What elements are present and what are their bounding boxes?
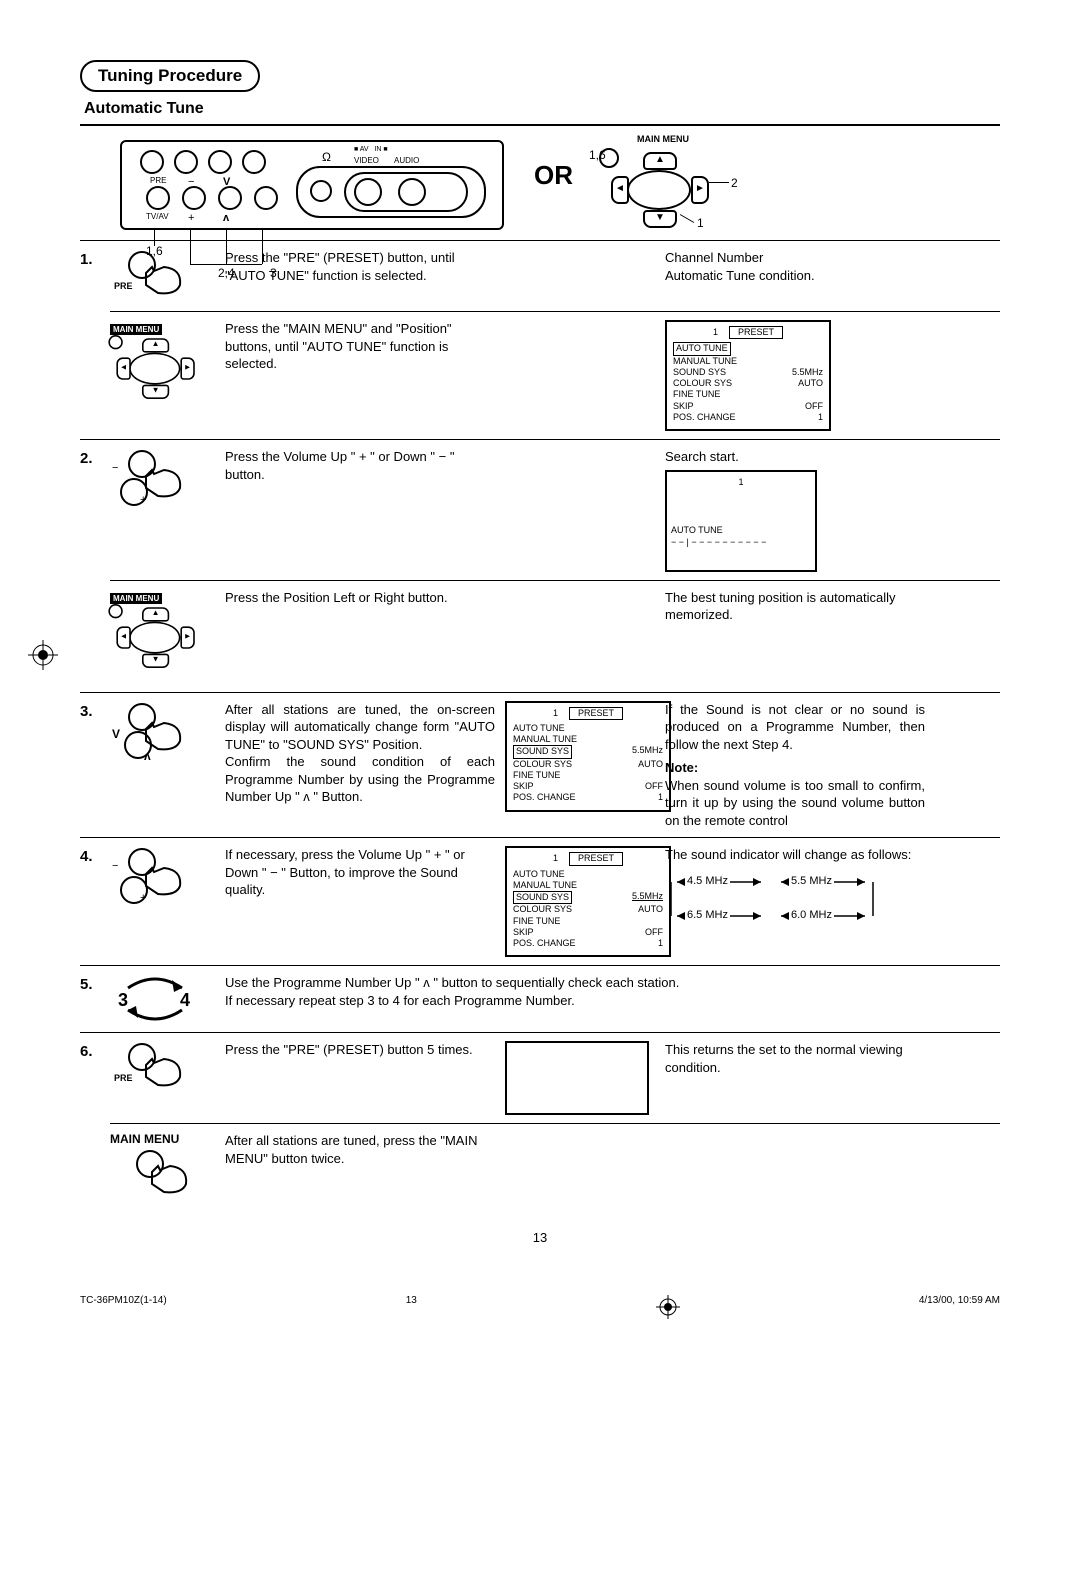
mainmenu-label: MAIN MENU [110,1132,225,1146]
press-icon [110,1148,190,1202]
menu-box: 1 PRESET AUTO TUNE MANUAL TUNE SOUND SYS… [505,846,671,957]
blank-box [505,1041,649,1115]
registration-mark [28,640,58,673]
ohm-icon: Ω [322,150,331,164]
video-label: VIDEO [354,156,379,165]
nav-left-button: ◄ [611,176,629,204]
divider [80,124,1000,126]
footer-date: 4/13/00, 10:59 AM [919,1295,1000,1319]
step-2: 2. − + Press the Volume Up " + " or Down… [80,440,1000,580]
step-number: 1. [80,249,110,303]
search-box: 1 AUTO TUNE − − | − − − − − − − − − − [665,470,817,572]
menu-box: 1 PRESET AUTO TUNE MANUAL TUNE SOUND SYS… [505,701,671,812]
ref-2-4: 2,4 [218,266,235,280]
remote-panel: Ω ■ AV IN ■ VIDEO AUDIO PRE − V TV/AV + … [120,140,504,230]
step-3: 3. V ʌ After all stations are tuned, the… [80,693,1000,838]
loop-icon: 3 4 [110,974,200,1024]
mainmenu-label: MAIN MENU [637,134,689,144]
page-number: 13 [80,1230,1000,1245]
ref-1: 1 [697,216,704,230]
footer-page: 13 [406,1295,417,1319]
pre-label: PRE [150,176,166,185]
nav-up-button: ▲ [643,152,677,170]
ref-2: 2 [731,176,738,190]
step-6: 6. PRE Press the "PRE" (PRESET) button 5… [80,1033,1000,1123]
press-icon: − + [110,846,190,900]
menu-box: 1 PRESET AUTO TUNE MANUAL TUNE SOUND SYS… [665,320,831,431]
tvav-label: TV/AV [146,212,169,221]
step-6b: MAIN MENU After all stations are tuned, … [80,1124,1000,1210]
footer: TC-36PM10Z(1-14) 13 4/13/00, 10:59 AM [80,1295,1000,1319]
press-icon: − + [110,448,190,502]
ref-3: 3 [270,266,277,280]
page-title: Tuning Procedure [80,60,260,92]
nav-down-button: ▼ [643,210,677,228]
nav-pad-icon: ▲▼ ◄► [110,335,198,399]
note-heading: Note: [665,759,925,777]
or-label: OR [534,160,573,191]
top-diagram: Ω ■ AV IN ■ VIDEO AUDIO PRE − V TV/AV + … [80,134,1000,240]
audio-label: AUDIO [394,156,419,165]
step-5: 5. 3 4 Use the Programme Number Up " ʌ "… [80,966,1000,1032]
step-2b: MAIN MENU ▲▼ ◄► Press the Position Left … [80,581,1000,692]
press-icon: PRE [110,249,190,303]
press-icon: PRE [110,1041,190,1095]
nav-right-button: ► [691,176,709,204]
step-1b: MAIN MENU ▲▼ ◄► Press the "MAIN MENU" an… [80,312,1000,439]
footer-code: TC-36PM10Z(1-14) [80,1295,167,1319]
mhz-diagram: 4.5 MHz 5.5 MHz 6.5 MHz 6.0 MHz [665,872,885,926]
page-subtitle: Automatic Tune [84,100,1000,118]
step-4: 4. − + If necessary, press the Volume Up… [80,838,1000,965]
step-text: Press the "PRE" (PRESET) button, until "… [225,249,505,303]
press-icon: V ʌ [110,701,190,755]
nav-pad-icon: ▲▼ ◄► [110,604,198,668]
